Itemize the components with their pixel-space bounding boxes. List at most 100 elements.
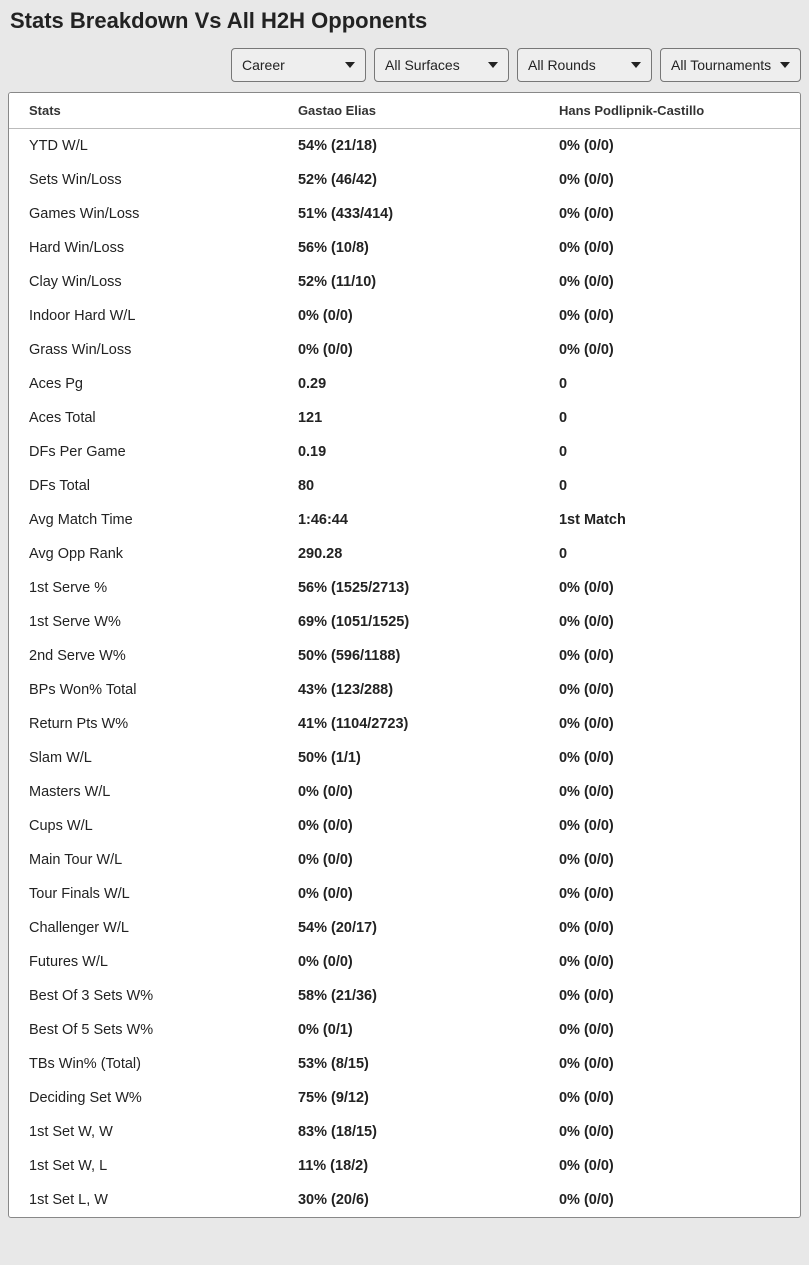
stat-value-player1: 290.28 [278, 537, 539, 571]
stats-table: Stats Gastao Elias Hans Podlipnik-Castil… [9, 93, 800, 1217]
stat-value-player2: 0% (0/0) [539, 707, 800, 741]
tournaments-select[interactable]: All Tournaments [660, 48, 801, 82]
stat-label: Return Pts W% [9, 707, 278, 741]
stat-label: Masters W/L [9, 775, 278, 809]
stat-value-player1: 0% (0/0) [278, 809, 539, 843]
stat-value-player2: 0% (0/0) [539, 333, 800, 367]
filters-row: Career All Surfaces All Rounds All Tourn… [8, 48, 801, 82]
stat-value-player1: 0% (0/0) [278, 299, 539, 333]
stat-label: Best Of 3 Sets W% [9, 979, 278, 1013]
table-row: Sets Win/Loss52% (46/42)0% (0/0) [9, 163, 800, 197]
stat-value-player1: 0% (0/0) [278, 843, 539, 877]
stat-value-player2: 0% (0/0) [539, 741, 800, 775]
table-row: Return Pts W%41% (1104/2723)0% (0/0) [9, 707, 800, 741]
table-row: 2nd Serve W%50% (596/1188)0% (0/0) [9, 639, 800, 673]
stat-value-player2: 0 [539, 435, 800, 469]
stat-label: Main Tour W/L [9, 843, 278, 877]
stat-value-player2: 0% (0/0) [539, 639, 800, 673]
stat-label: Tour Finals W/L [9, 877, 278, 911]
stat-label: BPs Won% Total [9, 673, 278, 707]
stat-value-player1: 41% (1104/2723) [278, 707, 539, 741]
stat-label: Clay Win/Loss [9, 265, 278, 299]
stat-value-player1: 56% (1525/2713) [278, 571, 539, 605]
table-row: Best Of 5 Sets W%0% (0/1)0% (0/0) [9, 1013, 800, 1047]
table-row: Indoor Hard W/L0% (0/0)0% (0/0) [9, 299, 800, 333]
stat-label: Deciding Set W% [9, 1081, 278, 1115]
stat-value-player2: 0% (0/0) [539, 265, 800, 299]
column-header-player1: Gastao Elias [278, 93, 539, 129]
stat-label: 1st Set W, W [9, 1115, 278, 1149]
career-select[interactable]: Career [231, 48, 366, 82]
stat-value-player2: 0 [539, 537, 800, 571]
table-row: Masters W/L0% (0/0)0% (0/0) [9, 775, 800, 809]
stat-value-player2: 0% (0/0) [539, 163, 800, 197]
stat-value-player2: 0 [539, 367, 800, 401]
stat-value-player1: 1:46:44 [278, 503, 539, 537]
stat-value-player1: 75% (9/12) [278, 1081, 539, 1115]
table-row: 1st Serve %56% (1525/2713)0% (0/0) [9, 571, 800, 605]
table-row: Futures W/L0% (0/0)0% (0/0) [9, 945, 800, 979]
table-row: 1st Set W, L11% (18/2)0% (0/0) [9, 1149, 800, 1183]
surfaces-select[interactable]: All Surfaces [374, 48, 509, 82]
table-row: Cups W/L0% (0/0)0% (0/0) [9, 809, 800, 843]
stat-value-player2: 0% (0/0) [539, 775, 800, 809]
stat-value-player1: 58% (21/36) [278, 979, 539, 1013]
stat-value-player1: 43% (123/288) [278, 673, 539, 707]
stat-value-player1: 52% (11/10) [278, 265, 539, 299]
table-row: Tour Finals W/L0% (0/0)0% (0/0) [9, 877, 800, 911]
table-row: Games Win/Loss51% (433/414)0% (0/0) [9, 197, 800, 231]
stat-value-player1: 50% (596/1188) [278, 639, 539, 673]
stat-value-player2: 0 [539, 401, 800, 435]
stat-value-player2: 0% (0/0) [539, 129, 800, 164]
table-row: 1st Set L, W30% (20/6)0% (0/0) [9, 1183, 800, 1217]
column-header-player2: Hans Podlipnik-Castillo [539, 93, 800, 129]
page-title: Stats Breakdown Vs All H2H Opponents [8, 8, 801, 34]
stat-label: Aces Pg [9, 367, 278, 401]
stat-value-player2: 0% (0/0) [539, 571, 800, 605]
stat-label: 1st Set W, L [9, 1149, 278, 1183]
stat-label: Grass Win/Loss [9, 333, 278, 367]
stat-value-player2: 0% (0/0) [539, 877, 800, 911]
stat-value-player2: 0% (0/0) [539, 1183, 800, 1217]
stat-value-player2: 0% (0/0) [539, 979, 800, 1013]
stat-value-player2: 0% (0/0) [539, 843, 800, 877]
stat-label: 1st Serve W% [9, 605, 278, 639]
stat-label: Best Of 5 Sets W% [9, 1013, 278, 1047]
stat-value-player1: 80 [278, 469, 539, 503]
stat-value-player1: 0.29 [278, 367, 539, 401]
stat-label: Hard Win/Loss [9, 231, 278, 265]
stats-table-container: Stats Gastao Elias Hans Podlipnik-Castil… [8, 92, 801, 1218]
stat-label: Aces Total [9, 401, 278, 435]
table-row: Grass Win/Loss0% (0/0)0% (0/0) [9, 333, 800, 367]
stat-label: Slam W/L [9, 741, 278, 775]
stat-label: YTD W/L [9, 129, 278, 164]
stat-value-player1: 0% (0/0) [278, 333, 539, 367]
stat-label: Avg Opp Rank [9, 537, 278, 571]
table-row: 1st Set W, W83% (18/15)0% (0/0) [9, 1115, 800, 1149]
stat-value-player1: 0% (0/0) [278, 877, 539, 911]
stat-value-player2: 0% (0/0) [539, 1115, 800, 1149]
table-row: YTD W/L54% (21/18)0% (0/0) [9, 129, 800, 164]
table-row: Clay Win/Loss52% (11/10)0% (0/0) [9, 265, 800, 299]
stat-label: Avg Match Time [9, 503, 278, 537]
stat-value-player2: 0 [539, 469, 800, 503]
table-row: Best Of 3 Sets W%58% (21/36)0% (0/0) [9, 979, 800, 1013]
column-header-stats: Stats [9, 93, 278, 129]
rounds-select[interactable]: All Rounds [517, 48, 652, 82]
table-row: Slam W/L50% (1/1)0% (0/0) [9, 741, 800, 775]
stat-value-player1: 0% (0/0) [278, 775, 539, 809]
stat-value-player1: 0.19 [278, 435, 539, 469]
stat-value-player1: 54% (20/17) [278, 911, 539, 945]
stat-label: 1st Serve % [9, 571, 278, 605]
stat-label: Indoor Hard W/L [9, 299, 278, 333]
stat-value-player1: 83% (18/15) [278, 1115, 539, 1149]
table-header-row: Stats Gastao Elias Hans Podlipnik-Castil… [9, 93, 800, 129]
table-row: Hard Win/Loss56% (10/8)0% (0/0) [9, 231, 800, 265]
stat-label: TBs Win% (Total) [9, 1047, 278, 1081]
stat-label: Futures W/L [9, 945, 278, 979]
table-row: 1st Serve W%69% (1051/1525)0% (0/0) [9, 605, 800, 639]
stat-label: Sets Win/Loss [9, 163, 278, 197]
table-row: TBs Win% (Total)53% (8/15)0% (0/0) [9, 1047, 800, 1081]
stat-value-player2: 0% (0/0) [539, 1047, 800, 1081]
stat-value-player2: 0% (0/0) [539, 1081, 800, 1115]
